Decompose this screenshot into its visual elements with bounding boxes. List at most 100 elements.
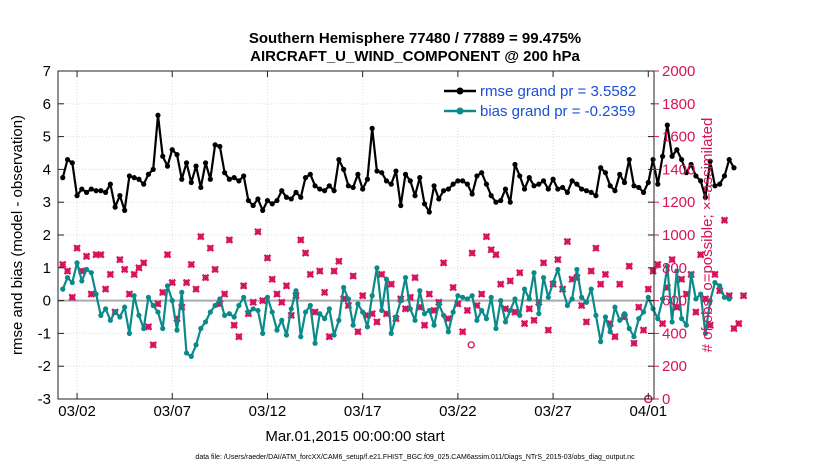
rmse-point (274, 197, 280, 204)
rmse-point (631, 183, 637, 189)
obs-point (325, 332, 334, 341)
bias-point (550, 279, 556, 286)
obs-point (158, 288, 167, 297)
rmse-point (698, 178, 704, 184)
bias-point (145, 294, 152, 300)
rmse-point (350, 184, 356, 191)
bias-point (593, 312, 599, 318)
obs-point (596, 280, 605, 288)
obs-point (230, 321, 238, 329)
bias-point (60, 286, 66, 292)
obs-point (720, 216, 729, 225)
obs-point (601, 270, 610, 279)
bias-point (669, 319, 675, 325)
rmse-point (269, 201, 275, 207)
bias-point (674, 268, 680, 274)
rmse-point (174, 152, 180, 158)
obs-point (239, 282, 248, 290)
rmse-point (555, 186, 561, 192)
obs-point (525, 305, 534, 313)
bias-point (207, 309, 213, 315)
bias-point (112, 309, 118, 315)
obs-point (639, 326, 648, 334)
obs-point (520, 319, 529, 328)
bias-point (626, 325, 632, 332)
obs-point (734, 319, 743, 328)
y-tick-label: -3 (38, 391, 51, 408)
obs-point (487, 245, 495, 254)
rmse-point (126, 173, 133, 179)
bias-point (679, 316, 685, 322)
obs-point (377, 270, 386, 279)
rmse-point (593, 193, 599, 199)
rmse-point (512, 161, 518, 168)
bias-point (274, 327, 280, 333)
rmse-point (141, 181, 147, 187)
rmse-point (136, 176, 142, 182)
y-axis-label: rmse and bias (model - observation) (9, 115, 26, 355)
bias-point (250, 306, 256, 312)
rmse-line (61, 114, 735, 214)
rmse-point (183, 160, 190, 166)
rmse-point (188, 179, 194, 186)
obs-point (249, 298, 257, 307)
rmse-point (103, 189, 109, 195)
rmse-point (383, 178, 390, 184)
bias-point (421, 311, 428, 317)
rmse-point (455, 178, 461, 184)
bias-point (103, 306, 109, 312)
rmse-point (498, 197, 504, 204)
bias-point (283, 332, 290, 338)
obs-point (644, 285, 653, 293)
bias-point (640, 309, 647, 315)
x-axis: 03/02 03/07 03/12 03/17 03/22 03/27 04/01 (58, 71, 667, 420)
obs-point (701, 295, 710, 303)
obs-point (530, 316, 538, 325)
x-tick-label: 03/22 (439, 403, 477, 420)
obs-point (297, 236, 305, 244)
rmse-point (464, 181, 470, 187)
bias-point (217, 296, 223, 302)
rmse-point (202, 160, 209, 166)
rmse-point (236, 178, 242, 184)
rmse-point (255, 196, 261, 202)
bias-point (269, 309, 275, 315)
rmse-point (131, 175, 137, 181)
rmse-point (417, 175, 423, 181)
obs-point (106, 270, 115, 279)
rmse-point (731, 165, 737, 171)
bias-point (683, 322, 689, 328)
rmse-point (374, 168, 380, 174)
rmse-series (60, 112, 737, 215)
rmse-point (588, 189, 594, 195)
obs-point (506, 277, 515, 285)
obs-point (101, 285, 110, 293)
bias-point (417, 288, 423, 294)
bias-point (483, 316, 490, 322)
obs-possible-marker (467, 341, 475, 349)
rmse-point (98, 188, 104, 194)
y2-tick-label: 200 (662, 358, 687, 375)
rmse-point (679, 156, 685, 163)
rmse-point (621, 179, 628, 186)
obs-point (387, 280, 396, 288)
obs-point (649, 267, 657, 275)
obs-point (206, 244, 215, 252)
rmse-point (602, 170, 609, 176)
rmse-point (707, 158, 713, 164)
bias-point (155, 309, 161, 315)
obs-point (201, 273, 210, 282)
rmse-point (421, 201, 428, 207)
rmse-point (169, 147, 175, 153)
rmse-point (579, 186, 585, 192)
obs-point (582, 318, 591, 326)
rmse-point (393, 168, 399, 174)
bias-point (241, 294, 247, 300)
bias-point (264, 294, 271, 300)
obs-point (496, 280, 505, 288)
rmse-point (355, 171, 361, 177)
rmse-point (398, 202, 404, 209)
obs-point (587, 267, 595, 275)
rmse-point (112, 204, 118, 210)
bias-point (307, 302, 313, 309)
